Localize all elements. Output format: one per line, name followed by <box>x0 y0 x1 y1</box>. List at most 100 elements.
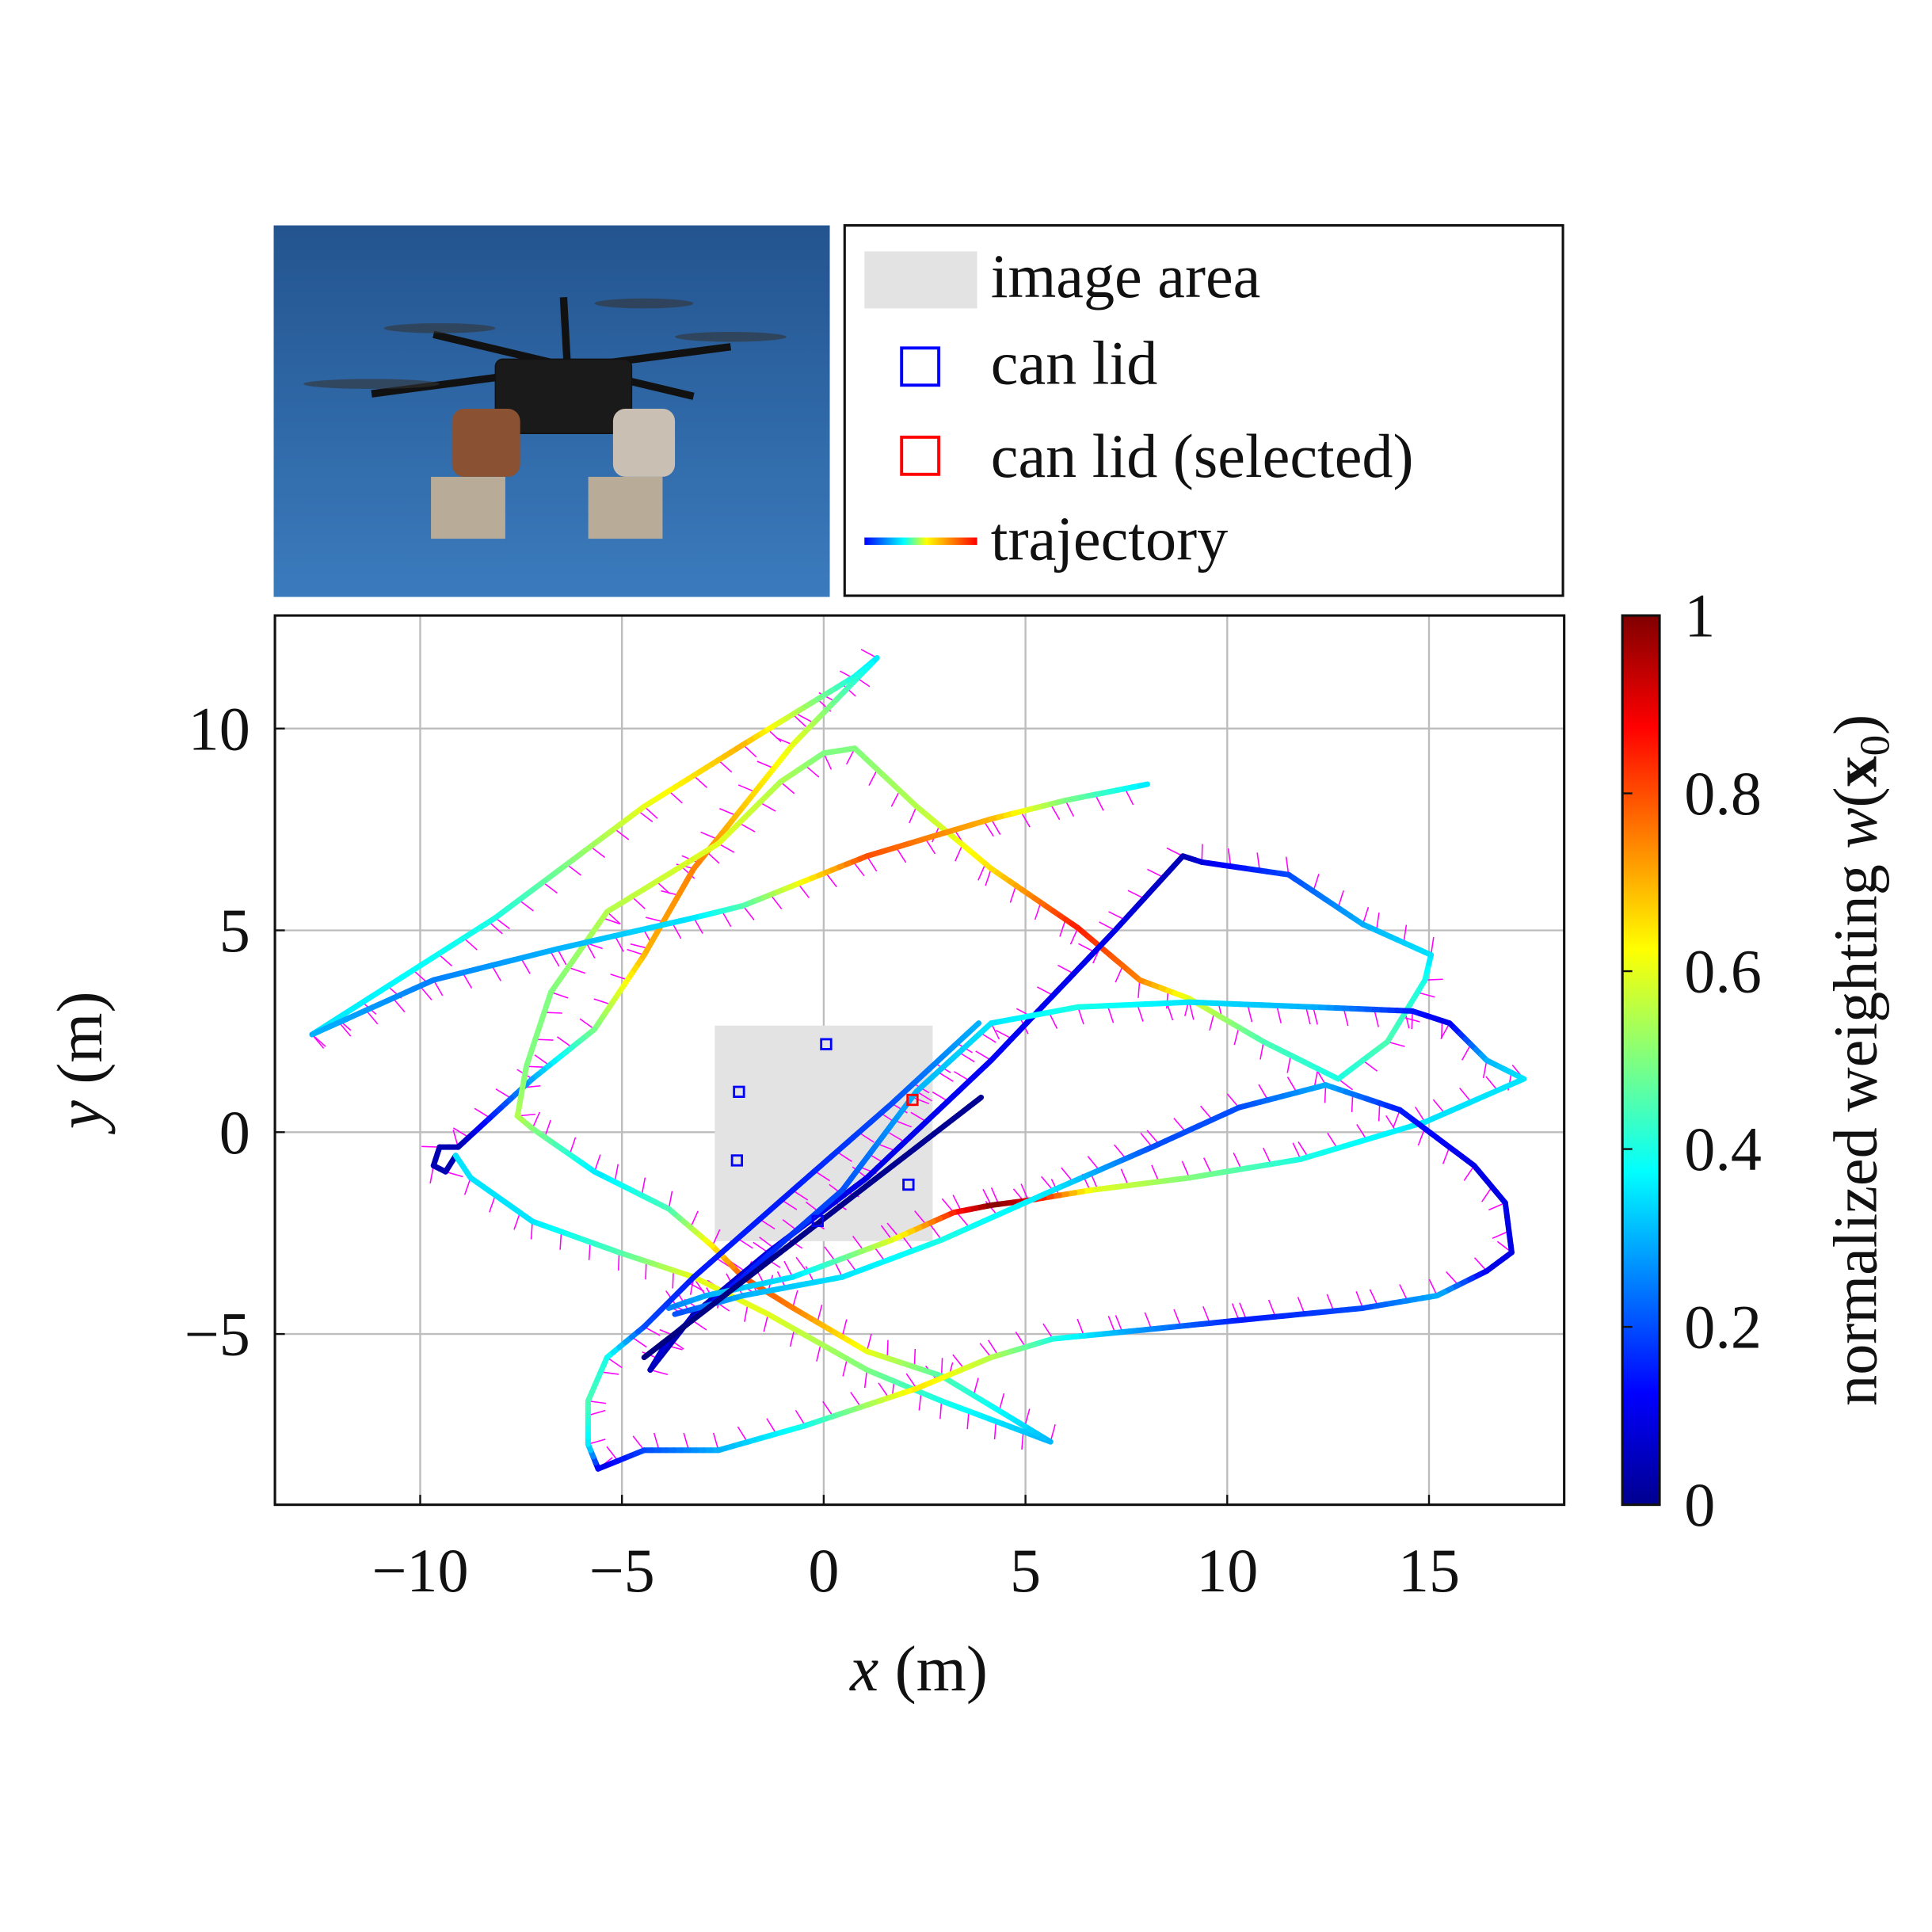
heading-tick <box>980 1032 996 1043</box>
heading-tick <box>532 1111 541 1130</box>
heading-tick <box>610 974 628 981</box>
heading-tick <box>940 1358 943 1377</box>
heading-tick <box>941 1198 955 1214</box>
heading-tick <box>805 764 820 778</box>
heading-tick <box>1227 848 1232 867</box>
heading-tick <box>1417 1128 1426 1146</box>
y-tick-label: 0 <box>219 1098 250 1167</box>
y-tick-label: −5 <box>185 1300 250 1369</box>
heading-tick <box>1263 1147 1272 1165</box>
heading-tick <box>901 1235 914 1252</box>
heading-tick <box>1042 1323 1054 1339</box>
heading-tick <box>737 784 756 793</box>
heading-tick <box>1009 885 1017 903</box>
heading-tick <box>1399 1284 1408 1301</box>
heading-tick <box>1313 874 1320 892</box>
heading-tick <box>1369 1289 1378 1306</box>
heading-tick <box>1276 1005 1282 1023</box>
heading-tick <box>1061 1167 1073 1183</box>
y-axis-label: y (m) <box>44 991 116 1134</box>
heading-tick <box>693 917 703 934</box>
heading-tick <box>535 1038 554 1041</box>
heading-tick <box>930 1225 943 1240</box>
can-lid-marker <box>811 1214 824 1228</box>
heading-tick <box>913 1348 916 1367</box>
colorbar-tick-label: 0 <box>1684 1470 1715 1539</box>
heading-tick <box>1374 1009 1380 1027</box>
can-lid-marker <box>730 1154 744 1167</box>
heading-tick <box>1305 1006 1311 1025</box>
heading-tick <box>990 1023 1000 1040</box>
legend-marker-can-lid <box>900 346 941 387</box>
heading-tick <box>542 882 558 894</box>
heading-tick <box>491 965 501 981</box>
heading-tick <box>795 1409 806 1427</box>
drone-photo <box>273 225 830 597</box>
heading-tick <box>781 1199 798 1210</box>
heading-tick <box>841 1319 848 1337</box>
trajectory <box>430 655 880 1175</box>
trajectory-segment <box>672 1309 685 1317</box>
heading-tick <box>1351 1094 1354 1112</box>
heading-tick <box>690 1210 699 1228</box>
heading-tick <box>939 1400 943 1419</box>
heading-tick <box>1442 1146 1450 1164</box>
heading-tick <box>998 1393 1005 1412</box>
heading-tick <box>463 937 478 951</box>
grid <box>275 615 1564 1505</box>
heading-tick <box>668 790 683 804</box>
x-tick-label: 15 <box>1398 1536 1460 1605</box>
heading-tick <box>1034 902 1042 920</box>
x-tick-label: 10 <box>1196 1536 1258 1605</box>
heading-tick <box>932 1091 949 1102</box>
heading-tick <box>1387 1041 1405 1047</box>
heading-tick <box>924 838 936 855</box>
heading-tick <box>816 1343 821 1362</box>
legend-label-can-lid-selected: can lid (selected) <box>991 421 1414 490</box>
heading-tick <box>825 872 837 888</box>
heading-tick <box>1459 1088 1472 1103</box>
x-tick-label: −10 <box>372 1536 468 1605</box>
heading-tick <box>1107 1316 1116 1333</box>
heading-tick <box>842 1358 848 1377</box>
heading-tick <box>700 831 718 840</box>
heading-tick <box>600 1371 619 1375</box>
heading-tick <box>737 1426 749 1442</box>
heading-tick <box>1337 1078 1354 1091</box>
heading-tick <box>1099 921 1116 932</box>
heading-tick <box>631 896 646 909</box>
heading-tick <box>873 1246 886 1262</box>
heading-tick <box>1356 1123 1367 1141</box>
heading-tick <box>718 843 735 853</box>
heading-tick <box>1108 911 1126 920</box>
heading-tick <box>916 1091 932 1102</box>
heading-tick <box>1024 1408 1031 1427</box>
colorbar <box>1621 614 1661 1507</box>
heading-tick <box>866 855 878 872</box>
heading-tick <box>1316 1069 1327 1086</box>
heading-tick <box>1375 912 1380 931</box>
heading-tick <box>653 1432 660 1451</box>
heading-tick <box>445 1171 463 1178</box>
heading-tick <box>791 1290 798 1309</box>
y-tick-label: 10 <box>189 694 250 763</box>
heading-tick <box>987 1339 999 1356</box>
legend-swatch-image-area <box>864 251 977 309</box>
heading-tick <box>671 922 682 939</box>
heading-tick <box>979 1343 992 1358</box>
heading-tick <box>1202 1306 1210 1324</box>
heading-tick <box>488 921 503 935</box>
heading-tick <box>1231 1303 1240 1321</box>
heading-tick <box>520 958 531 974</box>
heading-tick <box>433 979 444 996</box>
heading-tick <box>606 911 621 925</box>
heading-tick <box>489 1195 497 1213</box>
heading-tick <box>518 899 534 912</box>
heading-tick <box>1181 1160 1191 1179</box>
heading-tick <box>852 861 865 877</box>
heading-tick <box>797 714 814 724</box>
heading-tick <box>1482 1060 1488 1079</box>
heading-tick <box>419 985 433 1000</box>
can-lid-selected-marker <box>906 1093 919 1107</box>
heading-tick <box>858 1131 875 1143</box>
